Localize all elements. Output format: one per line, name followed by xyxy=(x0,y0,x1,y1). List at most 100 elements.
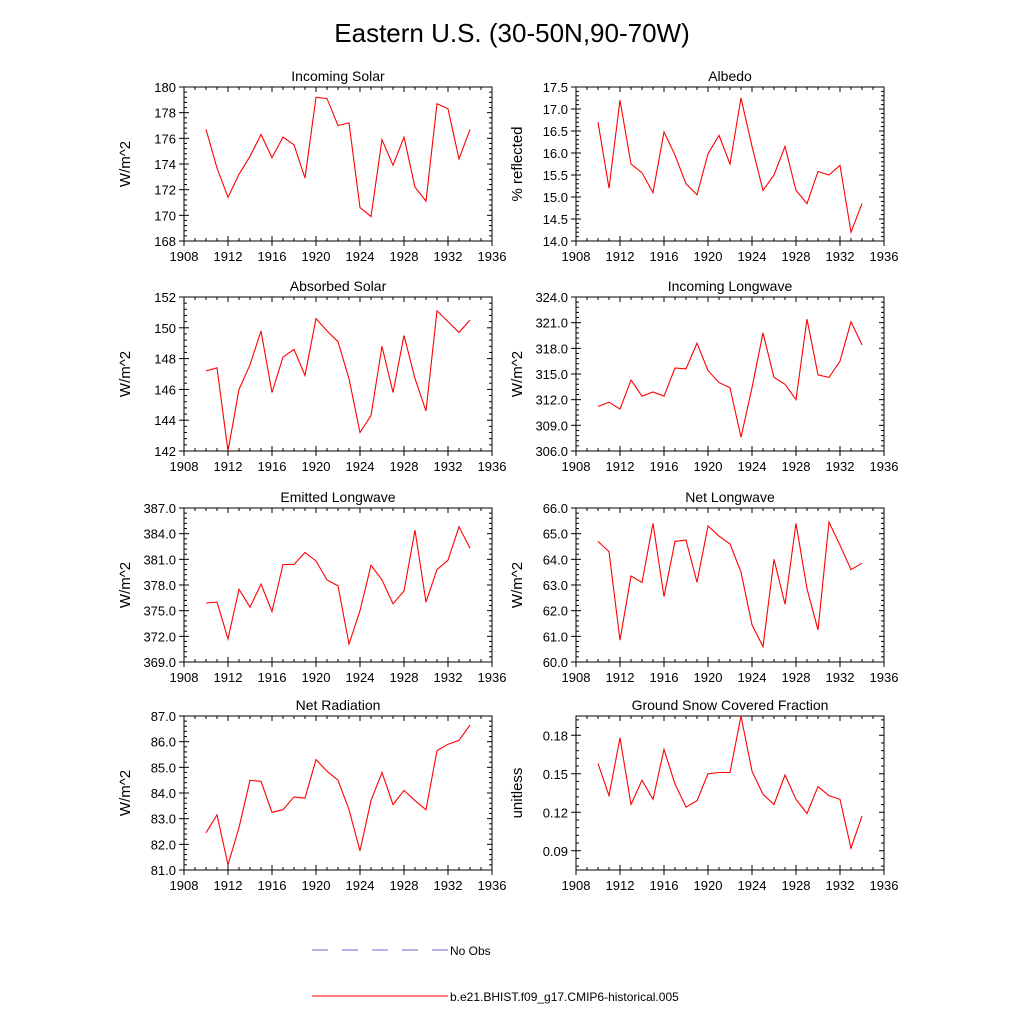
x-tick-label: 1936 xyxy=(478,459,507,474)
x-tick-label: 1924 xyxy=(346,670,375,685)
panel-net-radiation: Net Radiation W/m^2 1908 1912 1916 1920 1924 19… xyxy=(117,697,506,893)
x-tick-label: 1908 xyxy=(170,878,199,893)
panel-ground-snow-covered-fraction: Ground Snow Covered Fraction unitless 1908… xyxy=(509,697,898,893)
y-tick-label: 84.0 xyxy=(151,786,176,801)
y-axis-label: W/m^2 xyxy=(117,562,134,608)
y-tick-label: 324.0 xyxy=(535,290,568,305)
y-tick-label: 312.0 xyxy=(535,393,568,408)
x-tick-label: 1908 xyxy=(562,670,591,685)
y-tick-label: 168 xyxy=(154,234,176,249)
x-tick-label: 1916 xyxy=(258,878,287,893)
x-tick-label: 1920 xyxy=(302,249,331,264)
x-tick-label: 1920 xyxy=(302,670,331,685)
y-tick-label: 180 xyxy=(154,80,176,95)
x-tick-label: 1928 xyxy=(782,878,811,893)
y-tick-label: 378.0 xyxy=(143,578,176,593)
plot-frame xyxy=(183,715,493,871)
y-tick-label: 60.0 xyxy=(543,655,568,670)
x-tick-label: 1932 xyxy=(434,459,463,474)
y-tick-label: 381.0 xyxy=(143,552,176,567)
y-tick-label: 170 xyxy=(154,208,176,223)
x-tick-label: 1908 xyxy=(170,459,199,474)
y-tick-label: 372.0 xyxy=(143,629,176,644)
x-tick-label: 1908 xyxy=(170,249,199,264)
series-line-emitted-longwave xyxy=(205,525,471,647)
y-tick-label: 387.0 xyxy=(143,501,176,516)
x-tick-label: 1920 xyxy=(694,459,723,474)
figure-title: Eastern U.S. (30-50N,90-70W) xyxy=(334,18,689,48)
y-tick-label: 81.0 xyxy=(151,863,176,878)
y-tick-label: 0.18 xyxy=(543,728,568,743)
panel-title: Emitted Longwave xyxy=(280,489,395,505)
x-tick-label: 1932 xyxy=(826,878,855,893)
panel-albedo: Albedo % reflected 1908 1912 1916 1920 1924 192… xyxy=(509,68,898,264)
panel-title: Incoming Longwave xyxy=(668,278,793,294)
x-tick-label: 1916 xyxy=(650,249,679,264)
y-tick-label: 63.0 xyxy=(543,578,568,593)
x-tick-label: 1920 xyxy=(302,459,331,474)
y-tick-label: 318.0 xyxy=(535,341,568,356)
x-tick-label: 1928 xyxy=(390,670,419,685)
x-tick-label: 1924 xyxy=(346,249,375,264)
plot-frame xyxy=(575,715,885,871)
panel-emitted-longwave: Emitted Longwave W/m^2 1908 1912 1916 1920 192… xyxy=(117,489,506,685)
plot-frame xyxy=(575,507,885,663)
x-tick-label: 1912 xyxy=(214,878,243,893)
x-tick-label: 1924 xyxy=(346,878,375,893)
x-tick-label: 1928 xyxy=(782,249,811,264)
y-tick-label: 176 xyxy=(154,131,176,146)
x-tick-label: 1916 xyxy=(650,670,679,685)
x-tick-label: 1924 xyxy=(738,249,767,264)
x-tick-label: 1916 xyxy=(258,249,287,264)
plot-frame xyxy=(183,507,493,663)
y-tick-label: 15.5 xyxy=(543,168,568,183)
y-tick-label: 17.0 xyxy=(543,102,568,117)
series-line-absorbed-solar xyxy=(205,309,471,452)
x-tick-label: 1936 xyxy=(478,249,507,264)
x-tick-label: 1908 xyxy=(562,459,591,474)
y-tick-label: 148 xyxy=(154,352,176,367)
panel-title: Albedo xyxy=(708,68,752,84)
x-tick-label: 1924 xyxy=(346,459,375,474)
x-tick-label: 1924 xyxy=(738,878,767,893)
x-tick-label: 1912 xyxy=(606,249,635,264)
y-tick-label: 86.0 xyxy=(151,735,176,750)
x-tick-label: 1908 xyxy=(170,670,199,685)
plot-frame xyxy=(575,296,885,452)
y-tick-label: 14.0 xyxy=(543,234,568,249)
panel-title: Absorbed Solar xyxy=(290,278,387,294)
x-tick-label: 1920 xyxy=(694,249,723,264)
series-line-net-radiation xyxy=(205,724,471,866)
x-tick-label: 1924 xyxy=(738,459,767,474)
y-tick-label: 375.0 xyxy=(143,604,176,619)
y-tick-label: 152 xyxy=(154,290,176,305)
y-tick-label: 85.0 xyxy=(151,760,176,775)
y-tick-label: 142 xyxy=(154,444,176,459)
x-tick-label: 1932 xyxy=(434,249,463,264)
y-axis-label: W/m^2 xyxy=(117,351,134,397)
y-tick-label: 150 xyxy=(154,321,176,336)
y-axis-label: W/m^2 xyxy=(117,141,134,187)
y-axis-label: W/m^2 xyxy=(117,770,134,816)
y-tick-label: 146 xyxy=(154,382,176,397)
plot-frame xyxy=(183,86,493,242)
x-tick-label: 1936 xyxy=(478,670,507,685)
y-tick-label: 16.0 xyxy=(543,146,568,161)
x-tick-label: 1912 xyxy=(606,670,635,685)
x-tick-label: 1908 xyxy=(562,878,591,893)
x-tick-label: 1936 xyxy=(478,878,507,893)
y-tick-label: 82.0 xyxy=(151,837,176,852)
x-tick-label: 1928 xyxy=(390,878,419,893)
y-axis-label: unitless xyxy=(509,768,526,819)
x-tick-label: 1916 xyxy=(258,459,287,474)
x-tick-label: 1932 xyxy=(826,670,855,685)
panel-net-longwave: Net Longwave W/m^2 1908 1912 1916 1920 1924 192… xyxy=(509,489,898,685)
x-tick-label: 1916 xyxy=(650,459,679,474)
y-tick-label: 61.0 xyxy=(543,629,568,644)
x-tick-label: 1932 xyxy=(826,459,855,474)
y-tick-label: 64.0 xyxy=(543,552,568,567)
panel-absorbed-solar: Absorbed Solar W/m^2 1908 1912 1916 1920 1924 1… xyxy=(117,278,506,474)
x-tick-label: 1920 xyxy=(694,670,723,685)
x-tick-label: 1920 xyxy=(302,878,331,893)
